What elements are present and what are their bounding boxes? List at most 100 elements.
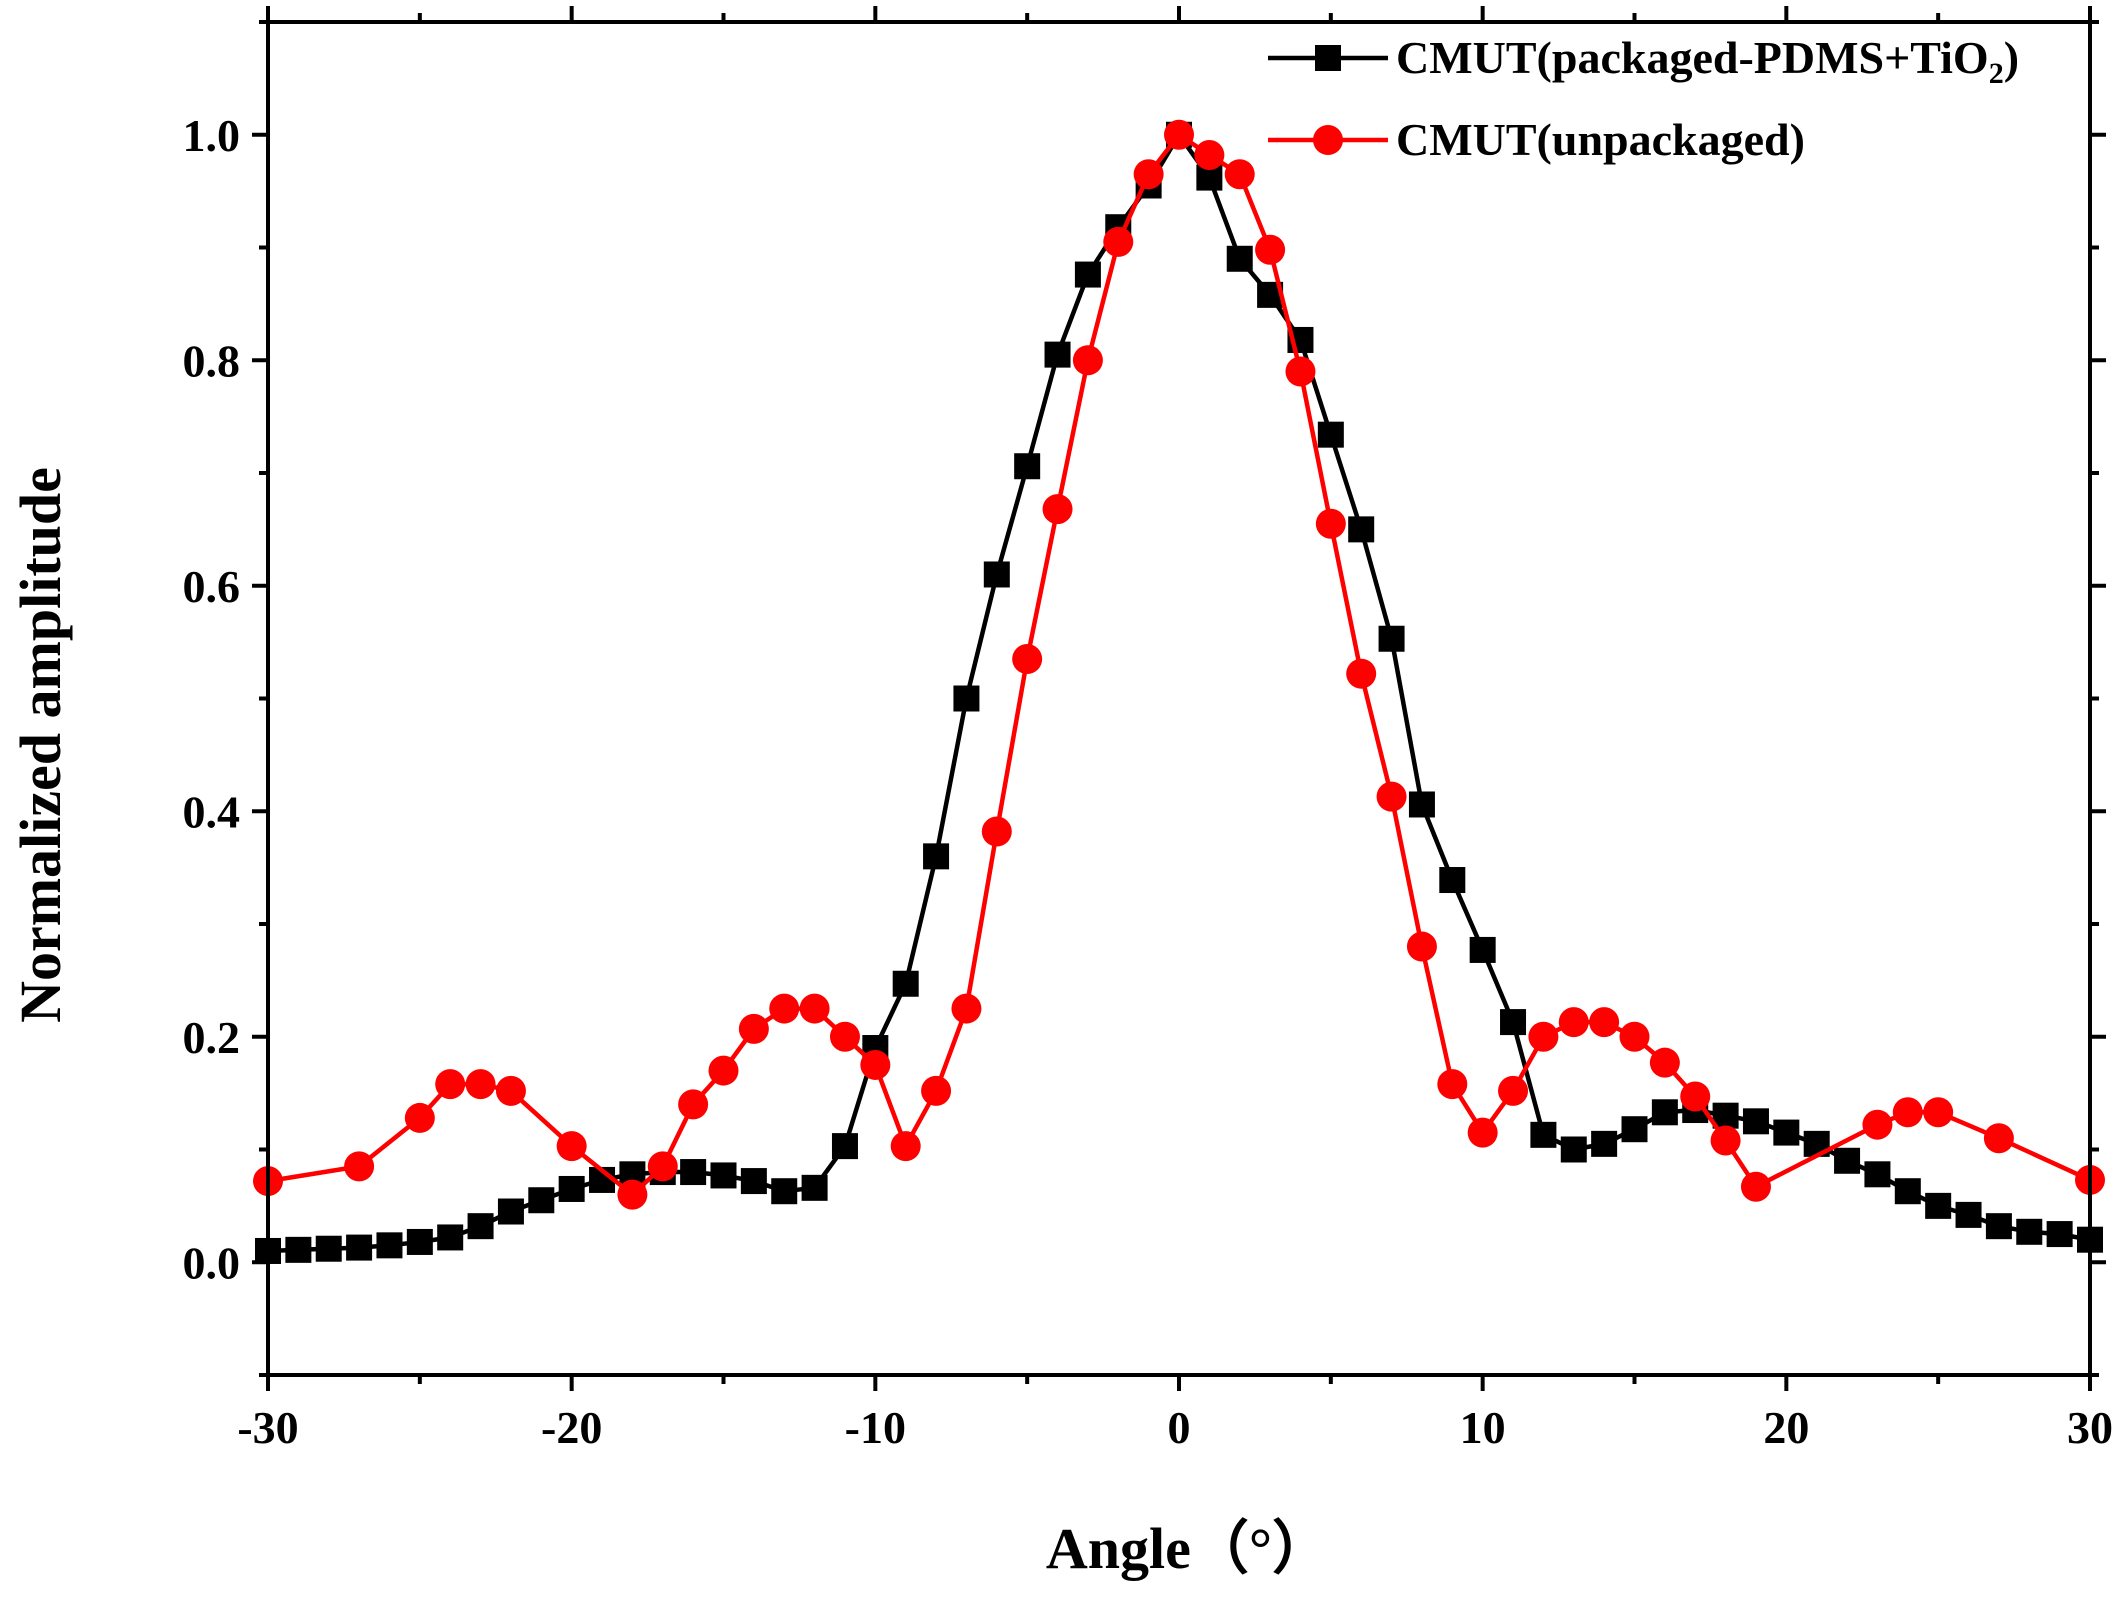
data-point bbox=[1955, 1201, 1982, 1228]
x-tick-label: 0 bbox=[1168, 1402, 1191, 1453]
data-point bbox=[495, 1075, 526, 1106]
data-point bbox=[435, 1069, 466, 1100]
data-point bbox=[921, 1075, 952, 1106]
data-point bbox=[1621, 1116, 1648, 1143]
data-point bbox=[1892, 1097, 1923, 1128]
data-point bbox=[1072, 345, 1103, 376]
legend-label: CMUT(unpackaged) bbox=[1396, 114, 1805, 165]
data-point bbox=[1923, 1097, 1954, 1128]
data-point bbox=[344, 1151, 375, 1182]
data-point bbox=[1378, 625, 1405, 652]
data-point bbox=[1437, 1069, 1468, 1100]
x-tick-label: -20 bbox=[541, 1402, 602, 1453]
data-point bbox=[1042, 494, 1073, 525]
plot-frame bbox=[266, 20, 2092, 1377]
series-line bbox=[267, 132, 2091, 1254]
legend-item: CMUT(packaged-PDMS+TiO2) bbox=[1268, 32, 2019, 90]
data-point bbox=[1498, 1075, 1529, 1106]
data-point bbox=[1983, 1123, 2014, 1154]
x-tick-label: -10 bbox=[845, 1402, 906, 1453]
data-point bbox=[1346, 658, 1377, 689]
data-point bbox=[1469, 936, 1496, 963]
y-tick-label: 0.8 bbox=[183, 335, 241, 386]
data-point bbox=[1710, 1125, 1741, 1156]
data-point bbox=[1500, 1009, 1527, 1036]
data-point bbox=[1348, 516, 1375, 543]
data-point bbox=[1894, 1178, 1921, 1205]
data-point bbox=[801, 1174, 828, 1201]
data-point bbox=[1255, 234, 1286, 265]
data-point bbox=[558, 1175, 585, 1202]
data-point bbox=[376, 1232, 403, 1259]
data-point bbox=[678, 1089, 709, 1120]
data-point bbox=[346, 1234, 373, 1261]
x-tick-label: 30 bbox=[2067, 1402, 2113, 1453]
data-point bbox=[528, 1187, 555, 1214]
data-point bbox=[771, 1178, 798, 1205]
data-point bbox=[1742, 1108, 1769, 1135]
data-point bbox=[1439, 867, 1466, 894]
data-point bbox=[1315, 508, 1346, 539]
data-point bbox=[1317, 421, 1344, 448]
data-point bbox=[1530, 1121, 1557, 1148]
series-1 bbox=[255, 121, 2103, 1264]
y-axis-title: Normalized amplitude bbox=[8, 467, 73, 1023]
data-point bbox=[1467, 1117, 1498, 1148]
data-point bbox=[1591, 1130, 1618, 1157]
data-point bbox=[406, 1228, 433, 1255]
x-tick-label: -30 bbox=[237, 1402, 298, 1453]
data-point bbox=[1376, 781, 1407, 812]
data-point bbox=[404, 1102, 435, 1133]
data-point bbox=[1164, 119, 1194, 150]
data-point bbox=[1528, 1021, 1559, 1052]
data-point bbox=[437, 1224, 464, 1251]
y-tick-label: 0.2 bbox=[183, 1012, 241, 1063]
y-tick-label: 0.4 bbox=[183, 786, 241, 837]
y-tick-label: 0.6 bbox=[183, 561, 241, 612]
data-point bbox=[740, 1168, 767, 1195]
legend: CMUT(packaged-PDMS+TiO2) CMUT(unpackaged) bbox=[1268, 32, 2019, 165]
plot-layer bbox=[253, 119, 2105, 1264]
x-tick-label: 10 bbox=[1460, 1402, 1506, 1453]
data-point bbox=[1074, 261, 1101, 288]
data-point bbox=[923, 843, 950, 870]
legend-marker bbox=[1315, 45, 1341, 71]
data-point bbox=[890, 1131, 921, 1162]
data-point bbox=[981, 816, 1012, 847]
data-point bbox=[556, 1131, 587, 1162]
data-point bbox=[769, 993, 800, 1024]
data-point bbox=[1103, 226, 1134, 257]
data-point bbox=[831, 1133, 858, 1160]
legend-item: CMUT(unpackaged) bbox=[1268, 114, 1805, 165]
data-point bbox=[1834, 1147, 1861, 1174]
data-point bbox=[799, 993, 830, 1024]
data-point bbox=[1044, 341, 1071, 368]
y-tick-label: 1.0 bbox=[183, 110, 241, 161]
legend-label: CMUT(packaged-PDMS+TiO2) bbox=[1396, 32, 2019, 90]
data-point bbox=[1406, 931, 1437, 962]
series-line bbox=[267, 132, 2091, 1197]
data-point bbox=[680, 1159, 707, 1186]
data-point bbox=[1864, 1161, 1891, 1188]
data-point bbox=[1589, 1007, 1620, 1038]
data-point bbox=[951, 993, 982, 1024]
axes: -30 -20 -10 0 10 20 30 0.0 0.2 0.4 0.6 0.8 1.0 bbox=[183, 6, 2113, 1453]
data-point bbox=[1985, 1213, 2012, 1240]
data-point bbox=[1651, 1099, 1678, 1126]
data-point bbox=[315, 1235, 342, 1262]
data-point bbox=[1680, 1081, 1711, 1112]
data-point bbox=[1925, 1192, 1952, 1219]
data-point bbox=[829, 1021, 860, 1052]
x-axis-title: Angle（°） bbox=[1046, 1516, 1330, 1581]
data-point bbox=[1226, 245, 1253, 272]
data-point bbox=[465, 1069, 496, 1100]
data-point bbox=[1194, 140, 1225, 171]
data-point bbox=[467, 1213, 494, 1240]
data-point bbox=[1619, 1021, 1650, 1052]
data-point bbox=[1560, 1136, 1587, 1163]
data-point bbox=[1224, 159, 1255, 190]
x-tick-label: 20 bbox=[1763, 1402, 1809, 1453]
series-2 bbox=[253, 119, 2105, 1210]
data-point bbox=[983, 561, 1010, 588]
